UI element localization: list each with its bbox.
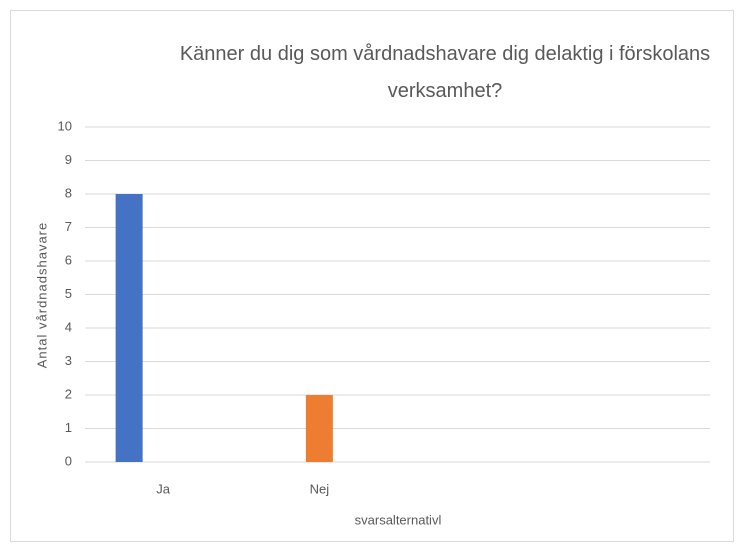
y-tick-label: 9 (65, 152, 72, 167)
y-tick-label: 10 (58, 118, 72, 133)
bar (305, 395, 333, 462)
chart-title: Känner du dig som vårdnadshavare dig del… (179, 43, 711, 102)
y-tick-label: 6 (65, 252, 72, 267)
x-tick-label: Ja (156, 481, 171, 496)
bar (115, 194, 143, 462)
y-tick-label: 5 (65, 286, 72, 301)
y-tick-label: 7 (65, 219, 72, 234)
y-axis-title: Antal vårdnadshavare (34, 222, 49, 368)
y-tick-label: 4 (65, 319, 72, 334)
y-tick-label: 1 (65, 420, 72, 435)
x-tick-label: Nej (310, 481, 330, 496)
y-tick-label: 0 (65, 453, 72, 468)
y-tick-label: 2 (65, 386, 72, 401)
y-tick-label: 8 (65, 185, 72, 200)
x-axis-title: svarsalternativl (355, 512, 442, 527)
y-tick-label: 3 (65, 353, 72, 368)
